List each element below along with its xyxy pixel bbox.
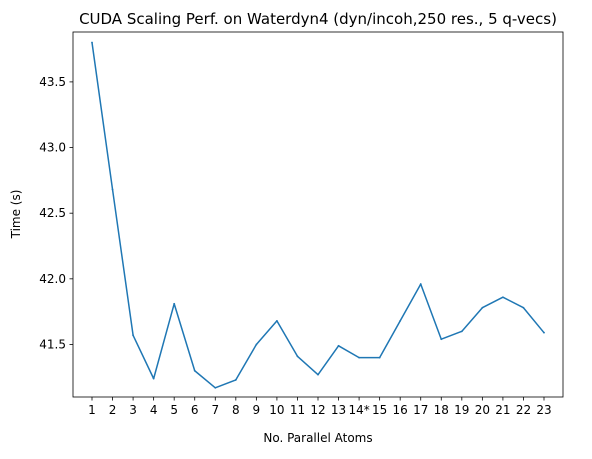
data-point (337, 344, 340, 347)
chart-title: CUDA Scaling Perf. on Waterdyn4 (dyn/inc… (79, 10, 557, 28)
x-tick-label: 17 (413, 403, 428, 417)
series-layer (91, 41, 545, 389)
x-tick-label: 10 (269, 403, 284, 417)
y-axis-ticks: 41.5 42.0 42.5 43.0 43.5 (39, 75, 73, 351)
series-line (91, 42, 545, 389)
x-tick-label: 13 (331, 403, 346, 417)
x-tick-label: 16 (393, 403, 408, 417)
x-tick-label: 3 (129, 403, 137, 417)
x-tick-label: 21 (495, 403, 510, 417)
data-point (502, 296, 504, 299)
data-point (399, 319, 402, 322)
data-point (522, 306, 525, 309)
data-point (193, 369, 196, 372)
data-point (132, 334, 134, 337)
data-point (419, 283, 422, 285)
x-tick-label: 4 (150, 403, 158, 417)
y-tick-label: 41.5 (39, 337, 66, 351)
x-tick-label: 23 (536, 403, 551, 417)
x-tick-label: 20 (475, 403, 490, 417)
data-point (460, 330, 463, 333)
x-axis-ticks: 1 2 3 4 5 6 7 8 9 10 11 12 13 14* 15 16 17 18 19 20 21 22 23 (88, 397, 552, 417)
x-tick-label: 22 (516, 403, 531, 417)
data-point (481, 306, 484, 309)
data-point (214, 386, 217, 389)
x-tick-label: 5 (170, 403, 178, 417)
data-point (152, 377, 155, 380)
x-tick-label: 18 (434, 403, 449, 417)
data-point (173, 302, 176, 305)
x-tick-label: 6 (191, 403, 199, 417)
x-tick-label: 11 (290, 403, 305, 417)
data-point (440, 338, 443, 341)
y-tick-label: 42.5 (39, 206, 66, 220)
x-tick-label: 15 (372, 403, 387, 417)
plot-frame (72, 31, 564, 398)
y-axis-label: Time (s) (9, 190, 23, 240)
data-point (296, 355, 299, 358)
data-point (255, 343, 258, 346)
data-point (317, 373, 319, 376)
data-point (378, 356, 381, 359)
x-tick-label: 19 (454, 403, 469, 417)
x-tick-label: 9 (253, 403, 261, 417)
x-tick-label: 14* (348, 403, 369, 417)
data-point (111, 188, 114, 191)
x-tick-label: 1 (88, 403, 96, 417)
y-tick-label: 43.0 (39, 141, 66, 155)
data-point (234, 379, 237, 381)
data-point (276, 319, 278, 322)
y-tick-label: 43.5 (39, 75, 66, 89)
x-tick-label: 7 (211, 403, 219, 417)
x-axis-label: No. Parallel Atoms (263, 431, 372, 445)
data-point (543, 331, 545, 334)
x-tick-label: 8 (232, 403, 240, 417)
x-tick-label: 12 (310, 403, 325, 417)
data-point (91, 41, 93, 44)
data-point (358, 356, 360, 359)
x-tick-label: 2 (109, 403, 117, 417)
y-tick-label: 42.0 (39, 272, 66, 286)
